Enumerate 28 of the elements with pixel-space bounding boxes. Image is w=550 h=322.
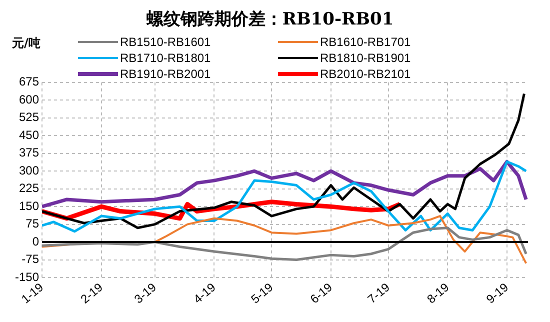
x-tick-label: 5-19 (248, 280, 276, 306)
y-tick-label: 675 (18, 74, 40, 89)
y-tick-label: 375 (18, 146, 40, 160)
y-tick-label: 225 (18, 181, 40, 196)
y-tick-label: 150 (18, 198, 40, 213)
legend-label: RB1610-RB1701 (320, 35, 411, 49)
y-tick-label: 300 (18, 163, 40, 178)
x-tick-label: 6-19 (308, 280, 336, 306)
x-tick-label: 2-19 (78, 280, 106, 306)
y-tick-label: 0 (32, 234, 40, 248)
y-tick-label: 600 (18, 92, 40, 106)
x-tick-label: 9-19 (484, 280, 512, 306)
y-tick-label: -150 (14, 270, 40, 284)
legend-label: RB1510-RB1601 (120, 35, 211, 49)
legend-label: RB1710-RB1801 (120, 51, 211, 65)
y-tick-label: 525 (18, 110, 40, 124)
y-tick-label: -75 (22, 252, 40, 266)
y-tick-label: 75 (26, 216, 40, 231)
x-tick-label: 3-19 (132, 280, 160, 306)
text: 元/吨 (11, 36, 40, 50)
legend-label: RB1810-RB1901 (320, 51, 411, 65)
x-tick-label: 4-19 (190, 280, 219, 306)
legend-label: RB2010-RB2101 (320, 67, 411, 81)
legend-label: RB1910-RB2001 (120, 67, 211, 81)
x-tick-label: 8-19 (424, 280, 452, 306)
chart-title: 螺纹钢跨期价差：RB10-RB01 (145, 10, 394, 30)
y-tick-label: 450 (18, 128, 40, 142)
x-tick-label: 7-19 (364, 280, 393, 306)
